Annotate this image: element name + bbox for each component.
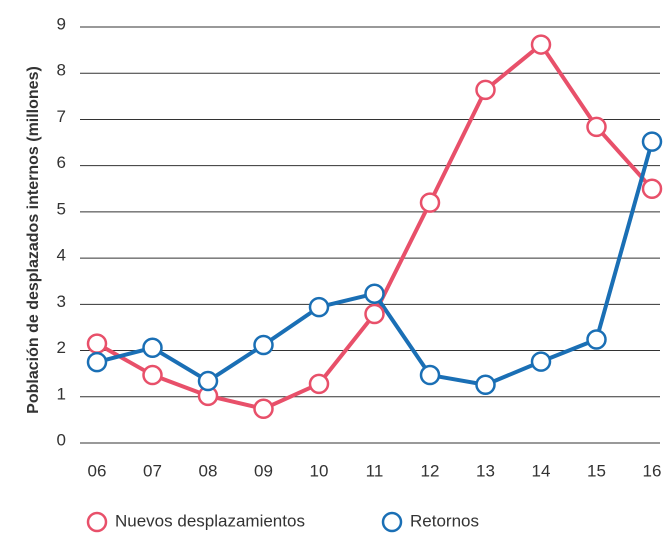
x-tick-label: 12 (421, 461, 440, 480)
point (530, 34, 552, 55)
point (253, 334, 274, 356)
y-tick-label: 7 (57, 107, 66, 126)
x-tick-label: 08 (199, 461, 218, 480)
point (419, 192, 441, 213)
point (364, 283, 385, 304)
x-tick-label: 10 (310, 461, 329, 480)
point (308, 373, 330, 395)
legend-marker (381, 511, 403, 533)
y-tick-label: 0 (57, 430, 66, 449)
x-tick-label: 15 (587, 461, 606, 480)
point (197, 370, 219, 392)
y-tick-label: 6 (57, 153, 66, 172)
x-tick-label: 13 (476, 461, 495, 480)
point (641, 178, 663, 200)
y-tick-label: 9 (57, 14, 66, 33)
point (475, 79, 496, 101)
point (142, 364, 163, 386)
y-tick-label: 8 (57, 61, 66, 80)
y-tick-label: 1 (57, 384, 66, 403)
point (364, 303, 385, 325)
point (142, 337, 163, 359)
x-tick-label: 06 (88, 461, 107, 480)
point (475, 374, 496, 396)
x-tick-label: 14 (532, 461, 551, 480)
point (530, 351, 552, 372)
x-tick-label: 16 (643, 461, 662, 480)
x-tick-label: 09 (254, 461, 273, 480)
y-tick-label: 3 (57, 292, 66, 311)
legend-label: Retornos (410, 511, 479, 530)
legend-marker (86, 511, 108, 533)
y-axis-label: Población de desplazados internos (millo… (25, 66, 42, 414)
legend-label: Nuevos desplazamientos (115, 511, 305, 530)
point (419, 364, 441, 386)
point (586, 329, 607, 350)
series-line (96, 42, 654, 411)
x-tick-label: 07 (143, 461, 162, 480)
point (253, 398, 274, 420)
y-tick-label: 4 (57, 246, 66, 265)
point (308, 296, 330, 318)
y-tick-label: 5 (57, 199, 66, 218)
point (86, 351, 108, 373)
point (86, 333, 108, 354)
point (586, 116, 607, 138)
y-tick-label: 2 (57, 338, 66, 357)
series-line (96, 141, 654, 387)
point (641, 131, 663, 152)
x-tick-label: 11 (366, 461, 384, 480)
